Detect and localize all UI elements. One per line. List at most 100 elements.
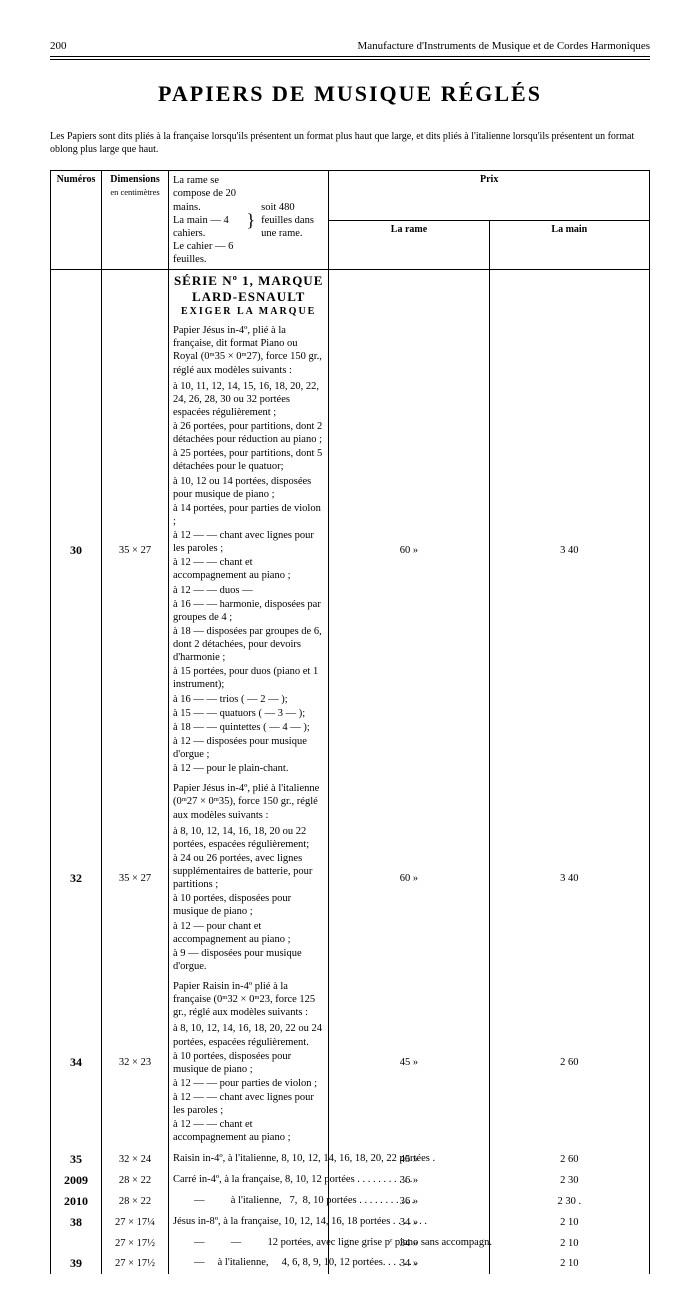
description-line: à 12 — — chant et accompagnement au pian…: [173, 556, 324, 582]
cell-empty: [51, 270, 102, 322]
cell-rame-price: 36 »: [329, 1170, 489, 1191]
cell-numero: 2010: [51, 1191, 102, 1212]
description-line: à 16 — — harmonie, disposées par groupes…: [173, 598, 324, 624]
description-line: Papier Jésus in-4º, plié à la française,…: [173, 324, 324, 377]
cell-description: Raisin in-4º, à l'italienne, 8, 10, 12, …: [169, 1149, 329, 1170]
cell-dimension: 35 × 27: [102, 779, 169, 977]
description-line: à 12 — — chant avec lignes pour les paro…: [173, 1091, 324, 1117]
rame-note-line: La rame se compose de 20 mains.: [173, 174, 240, 213]
rame-note: La rame se compose de 20 mains. La main …: [169, 171, 329, 270]
description-line: à 8, 10, 12, 14, 16, 18, 20 ou 22 portée…: [173, 825, 324, 851]
cell-main-price: 2 60: [489, 977, 649, 1149]
cell-description: — à l'italienne, 7, 8, 10 portées . . . …: [169, 1191, 329, 1212]
cell-empty: [102, 270, 169, 322]
cell-dimension: 27 × 17¼: [102, 1212, 169, 1233]
serie-title: SÉRIE Nº 1, MARQUE LARD-ESNAULT: [173, 273, 324, 306]
description-line: à 12 — — chant avec lignes pour les paro…: [173, 529, 324, 555]
description-line: à 10, 12 ou 14 portées, disposées pour m…: [173, 475, 324, 501]
cell-numero: 2009: [51, 1170, 102, 1191]
cell-rame-price: 34 »: [329, 1233, 489, 1253]
description-line: à 10 portées, disposées pour musique de …: [173, 892, 324, 918]
description-line: à 12 — — pour parties de violon ;: [173, 1077, 324, 1090]
cell-rame-price: 45 »: [329, 977, 489, 1149]
cell-rame-price: 60 »: [329, 779, 489, 977]
col-dimensions-label: Dimensions: [110, 174, 159, 185]
description-line: à 18 — disposées par groupes de 6, dont …: [173, 625, 324, 664]
description-line: à 12 — — chant et accompagnement au pian…: [173, 1118, 324, 1144]
description-line: à 16 — — trios ( — 2 — );: [173, 693, 324, 706]
cell-description: — — 12 portées, avec ligne grise pʳ pian…: [169, 1233, 329, 1253]
cell-empty: [489, 270, 649, 322]
description-line: — à l'italienne, 4, 6, 8, 9, 10, 12 port…: [173, 1256, 324, 1269]
table-row: 3827 × 17¼Jésus in-8º, à la française, 1…: [51, 1212, 650, 1233]
table-row: 3432 × 23Papier Raisin in-4º plié à la f…: [51, 977, 650, 1149]
cell-numero: 35: [51, 1149, 102, 1170]
col-dimensions: Dimensions en centimètres: [102, 171, 169, 270]
cell-main-price: 2 10: [489, 1212, 649, 1233]
description-line: à 15 — — quatuors ( — 3 — );: [173, 707, 324, 720]
description-line: à 15 portées, pour duos (piano et 1 inst…: [173, 665, 324, 691]
cell-main-price: 2 60: [489, 1149, 649, 1170]
description-line: à 12 — pour le plain-chant.: [173, 762, 324, 775]
description-line: Papier Raisin in-4º plié à la française …: [173, 980, 324, 1019]
cell-main-price: 3 40: [489, 779, 649, 977]
page-title: PAPIERS DE MUSIQUE RÉGLÉS: [50, 80, 650, 108]
cell-main-price: 2 30 .: [489, 1191, 649, 1212]
col-prix: Prix: [329, 171, 650, 220]
cell-main-price: 2 10: [489, 1253, 649, 1274]
description-line: — — 12 portées, avec ligne grise pʳ pian…: [173, 1236, 324, 1249]
cell-rame-price: 60 »: [329, 321, 489, 779]
cell-dimension: 28 × 22: [102, 1170, 169, 1191]
description-line: à 12 — — duos —: [173, 584, 324, 597]
cell-numero: 34: [51, 977, 102, 1149]
header-rule: [50, 56, 650, 60]
cell-rame-price: 36 »: [329, 1191, 489, 1212]
col-numeros: Numéros: [51, 171, 102, 270]
cell-dimension: 35 × 27: [102, 321, 169, 779]
col-dimensions-sub: en centimètres: [110, 187, 159, 197]
rame-note-line: Le cahier — 6 feuilles.: [173, 240, 240, 266]
description-line: à 26 portées, pour partitions, dont 2 dé…: [173, 420, 324, 446]
description-line: à 25 portées, pour partitions, dont 5 dé…: [173, 447, 324, 473]
description-line: Carré in-4º, à la française, 8, 10, 12 p…: [173, 1173, 324, 1186]
cell-main-price: 2 30: [489, 1170, 649, 1191]
description-line: à 8, 10, 12, 14, 16, 18, 20, 22 ou 24 po…: [173, 1022, 324, 1048]
rame-note-right: soit 480 feuilles dans une rame.: [261, 201, 324, 240]
cell-rame-price: 45 »: [329, 1149, 489, 1170]
col-la-rame: La rame: [329, 220, 489, 269]
cell-description: Jésus in-8º, à la française, 10, 12, 14,…: [169, 1212, 329, 1233]
description-line: à 24 ou 26 portées, avec lignes suppléme…: [173, 852, 324, 891]
cell-rame-price: 34 »: [329, 1253, 489, 1274]
description-line: à 14 portées, pour parties de violon ;: [173, 502, 324, 528]
cell-dimension: 32 × 24: [102, 1149, 169, 1170]
description-line: à 10, 11, 12, 14, 15, 16, 18, 20, 22, 24…: [173, 380, 324, 419]
description-line: à 12 — disposées pour musique d'orgue ;: [173, 735, 324, 761]
description-line: — à l'italienne, 7, 8, 10 portées . . . …: [173, 1194, 324, 1207]
table-row: 27 × 17½ — — 12 portées, avec ligne gris…: [51, 1233, 650, 1253]
serie-subtitle: EXIGER LA MARQUE: [173, 306, 324, 319]
description-line: à 9 — disposées pour musique d'orgue.: [173, 947, 324, 973]
cell-dimension: 32 × 23: [102, 977, 169, 1149]
table-row: 3532 × 24Raisin in-4º, à l'italienne, 8,…: [51, 1149, 650, 1170]
page-number: 200: [50, 40, 67, 54]
serie-header-cell: SÉRIE Nº 1, MARQUE LARD-ESNAULT EXIGER L…: [169, 270, 329, 322]
table-row: 3035 × 27Papier Jésus in-4º, plié à la f…: [51, 321, 650, 779]
col-la-main: La main: [489, 220, 649, 269]
description-line: à 10 portées, disposées pour musique de …: [173, 1050, 324, 1076]
table-row: 201028 × 22 — à l'italienne, 7, 8, 10 po…: [51, 1191, 650, 1212]
cell-main-price: 2 10: [489, 1233, 649, 1253]
cell-dimension: 27 × 17½: [102, 1253, 169, 1274]
table-row: 3927 × 17½ — à l'italienne, 4, 6, 8, 9, …: [51, 1253, 650, 1274]
table-row: 200928 × 22 Carré in-4º, à la française, …: [51, 1170, 650, 1191]
cell-description: Carré in-4º, à la française, 8, 10, 12 p…: [169, 1170, 329, 1191]
description-line: Papier Jésus in-4º, plié à l'italienne (…: [173, 782, 324, 821]
cell-numero: 39: [51, 1253, 102, 1274]
cell-description: Papier Jésus in-4º, plié à la française,…: [169, 321, 329, 779]
cell-description: Papier Raisin in-4º plié à la française …: [169, 977, 329, 1149]
description-line: à 18 — — quintettes ( — 4 — );: [173, 721, 324, 734]
cell-numero: 32: [51, 779, 102, 977]
cell-main-price: 3 40: [489, 321, 649, 779]
cell-dimension: 27 × 17½: [102, 1233, 169, 1253]
cell-dimension: 28 × 22: [102, 1191, 169, 1212]
cell-empty: [329, 270, 489, 322]
